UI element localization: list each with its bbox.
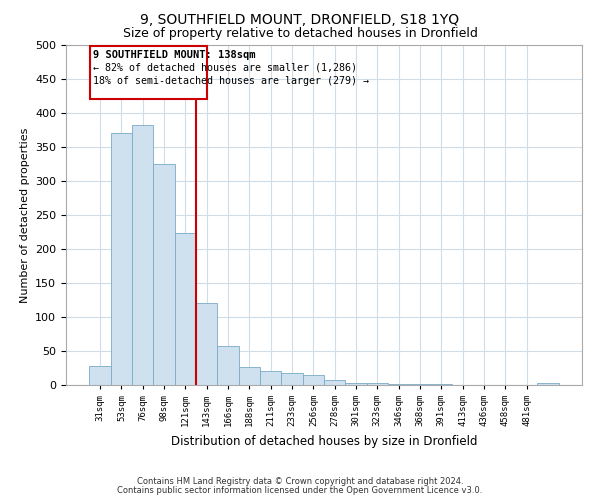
Bar: [367, 383, 388, 385]
Text: ← 82% of detached houses are smaller (1,286): ← 82% of detached houses are smaller (1,…: [92, 62, 356, 72]
Bar: [302, 376, 324, 385]
Bar: [196, 304, 217, 385]
Y-axis label: Number of detached properties: Number of detached properties: [20, 128, 29, 302]
Text: Size of property relative to detached houses in Dronfield: Size of property relative to detached ho…: [122, 28, 478, 40]
Bar: [537, 383, 559, 385]
Text: Contains public sector information licensed under the Open Government Licence v3: Contains public sector information licen…: [118, 486, 482, 495]
Bar: [431, 384, 452, 385]
Bar: [346, 383, 367, 385]
Text: 18% of semi-detached houses are larger (279) →: 18% of semi-detached houses are larger (…: [92, 76, 368, 86]
Bar: [281, 373, 302, 385]
Bar: [260, 370, 281, 385]
Bar: [217, 346, 239, 385]
Bar: [89, 366, 111, 385]
Bar: [324, 380, 346, 385]
Bar: [175, 232, 196, 385]
Bar: [409, 384, 431, 385]
X-axis label: Distribution of detached houses by size in Dronfield: Distribution of detached houses by size …: [171, 434, 477, 448]
FancyBboxPatch shape: [90, 46, 207, 100]
Bar: [239, 366, 260, 385]
Bar: [388, 384, 409, 385]
Bar: [132, 124, 154, 385]
Text: Contains HM Land Registry data © Crown copyright and database right 2024.: Contains HM Land Registry data © Crown c…: [137, 477, 463, 486]
Text: 9 SOUTHFIELD MOUNT: 138sqm: 9 SOUTHFIELD MOUNT: 138sqm: [92, 50, 255, 60]
Text: 9, SOUTHFIELD MOUNT, DRONFIELD, S18 1YQ: 9, SOUTHFIELD MOUNT, DRONFIELD, S18 1YQ: [140, 12, 460, 26]
Bar: [154, 164, 175, 385]
Bar: [111, 134, 132, 385]
